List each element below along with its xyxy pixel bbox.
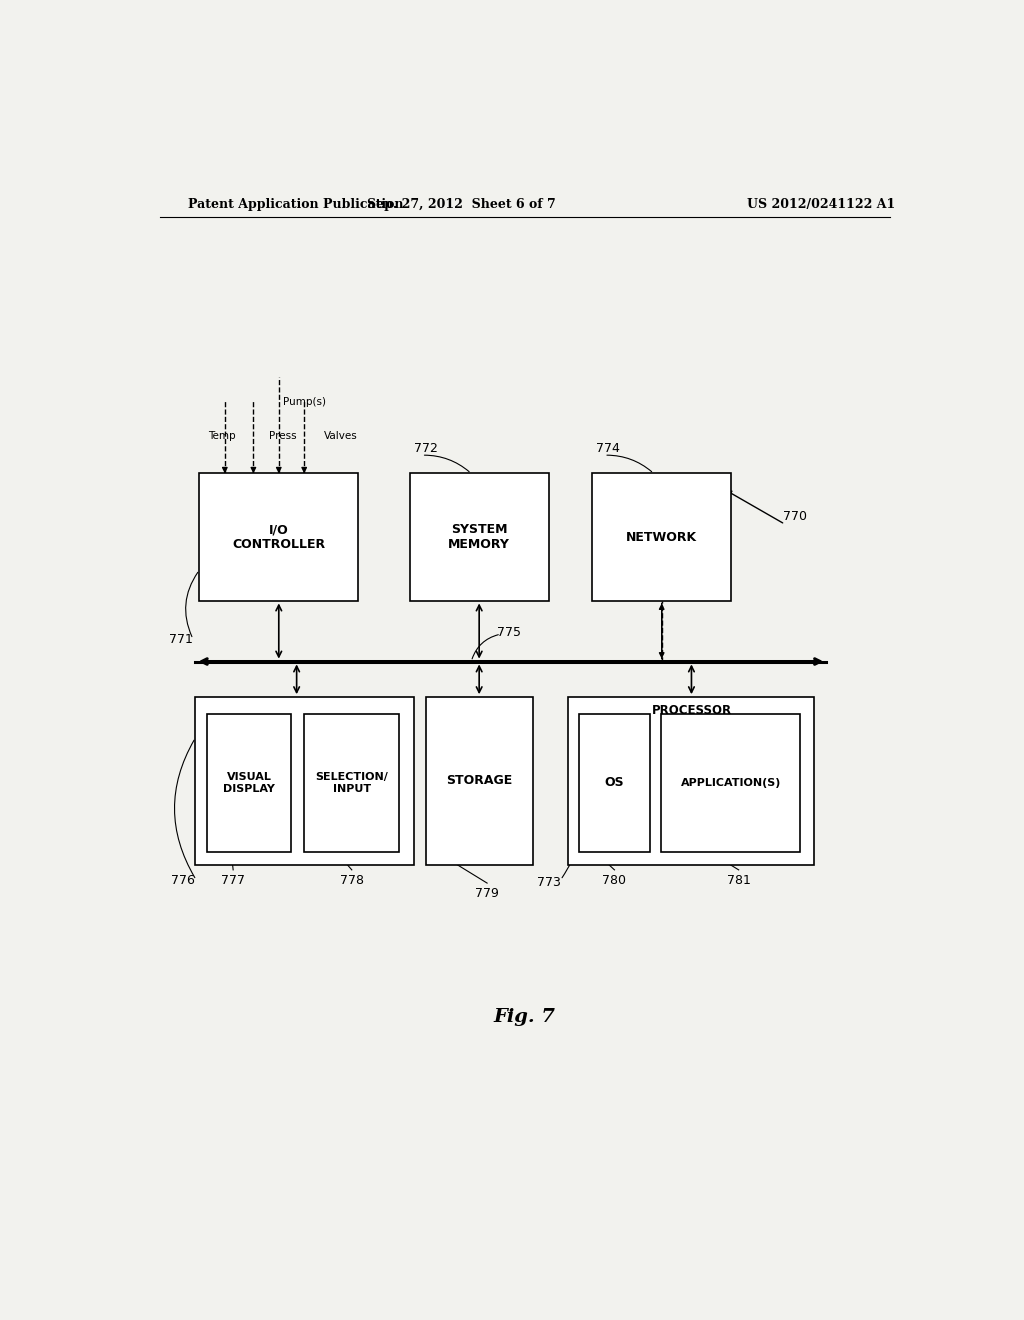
Text: 772: 772 [414,442,437,455]
FancyBboxPatch shape [568,697,814,865]
Text: 781: 781 [727,874,751,887]
Text: Valves: Valves [324,430,357,441]
Text: 773: 773 [537,875,560,888]
Text: SELECTION/
INPUT: SELECTION/ INPUT [315,772,388,793]
Text: 774: 774 [596,442,621,455]
Text: OS: OS [604,776,625,789]
Text: Pump(s): Pump(s) [283,397,326,408]
Text: 780: 780 [602,874,627,887]
Text: 776: 776 [171,874,195,887]
Text: Press: Press [269,430,297,441]
Text: 771: 771 [169,632,194,645]
Text: PROCESSOR: PROCESSOR [651,704,731,717]
Text: APPLICATION(S): APPLICATION(S) [681,777,781,788]
FancyBboxPatch shape [410,474,549,601]
Text: 775: 775 [497,626,521,639]
FancyBboxPatch shape [200,474,358,601]
Text: VISUAL
DISPLAY: VISUAL DISPLAY [223,772,275,793]
Text: NETWORK: NETWORK [626,531,697,544]
Text: US 2012/0241122 A1: US 2012/0241122 A1 [748,198,895,211]
Text: I/O
CONTROLLER: I/O CONTROLLER [232,523,326,550]
Text: SYSTEM
MEMORY: SYSTEM MEMORY [449,523,510,550]
FancyBboxPatch shape [196,697,414,865]
FancyBboxPatch shape [426,697,532,865]
Text: STORAGE: STORAGE [446,775,512,788]
FancyBboxPatch shape [662,714,800,851]
FancyBboxPatch shape [304,714,399,851]
Text: 777: 777 [221,874,245,887]
Text: 779: 779 [475,887,499,900]
Text: Patent Application Publication: Patent Application Publication [187,198,403,211]
Text: 770: 770 [782,510,807,523]
FancyBboxPatch shape [207,714,291,851]
Text: 778: 778 [340,874,364,887]
Text: Sep. 27, 2012  Sheet 6 of 7: Sep. 27, 2012 Sheet 6 of 7 [367,198,556,211]
Text: Fig. 7: Fig. 7 [494,1008,556,1026]
FancyBboxPatch shape [579,714,650,851]
FancyBboxPatch shape [592,474,731,601]
Text: Temp: Temp [208,430,236,441]
